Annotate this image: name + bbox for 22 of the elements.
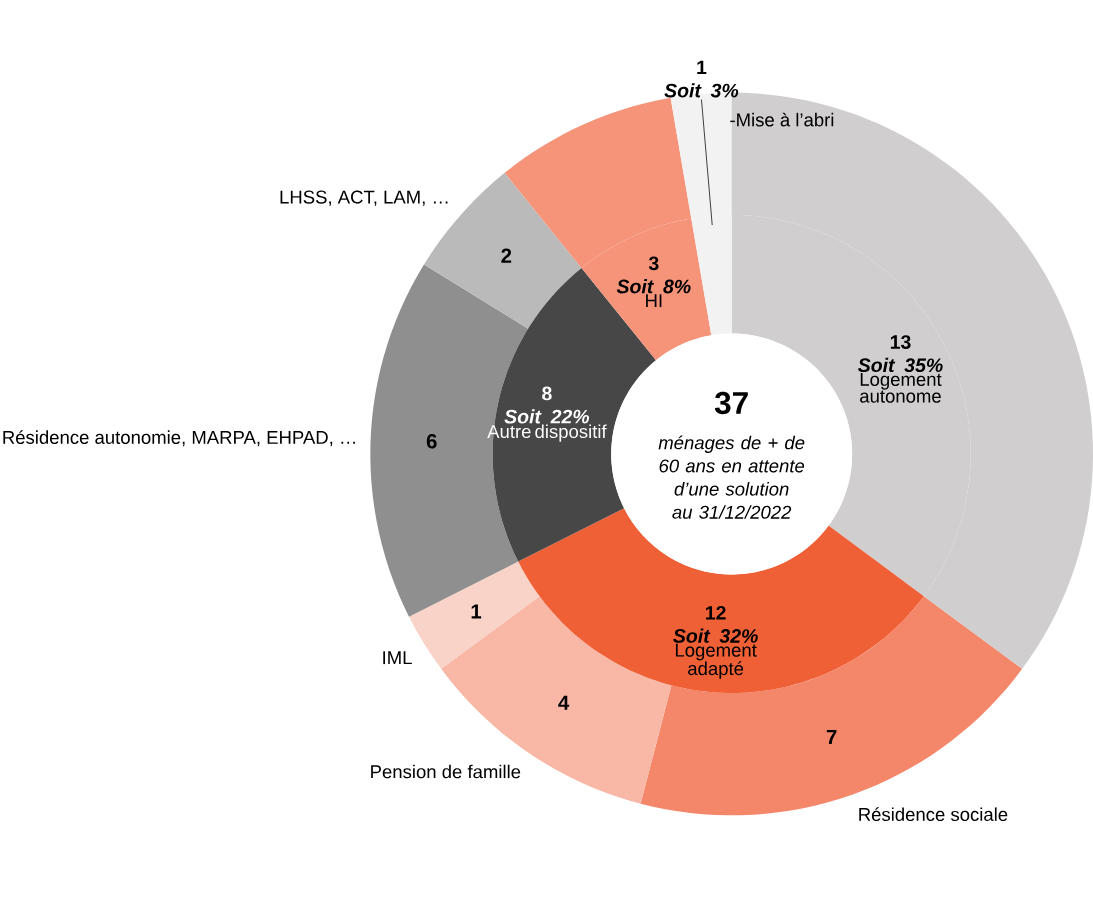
data-label: 8 Soit 22% bbox=[504, 386, 590, 424]
slice-label: Logement autonome bbox=[860, 373, 942, 403]
slice-label: -Mise à l’abri bbox=[730, 112, 834, 127]
slice-label: Résidence autonomie, MARPA, EHPAD, … bbox=[3, 430, 355, 447]
data-label: 1 bbox=[471, 604, 482, 619]
slice-label: IML bbox=[383, 651, 412, 665]
slice-label: LHSS, ACT, LAM, … bbox=[280, 190, 448, 207]
data-label: 3 Soit 8% bbox=[616, 256, 691, 294]
data-label: 12 Soit 32% bbox=[673, 606, 758, 644]
text: ménages de + de 60 ans en attente d’une solution au 31/12/2022 bbox=[658, 435, 805, 519]
slice-label: Pension de famille bbox=[371, 764, 521, 779]
text: 37 bbox=[714, 392, 748, 415]
data-label: 13 Soit 35% bbox=[858, 335, 943, 373]
data-label: 4 bbox=[558, 695, 570, 710]
data-label: 1 Soit 3% bbox=[664, 60, 739, 98]
data-label: 6 bbox=[426, 434, 437, 449]
slice-label: Logement adapté bbox=[675, 643, 757, 679]
data-label: 7 bbox=[826, 730, 837, 745]
slice-label: Résidence sociale bbox=[859, 807, 1008, 822]
data-label: 2 bbox=[501, 248, 512, 263]
slice-label: Autre dispositif bbox=[487, 424, 607, 442]
slice-label: HI bbox=[646, 294, 662, 308]
